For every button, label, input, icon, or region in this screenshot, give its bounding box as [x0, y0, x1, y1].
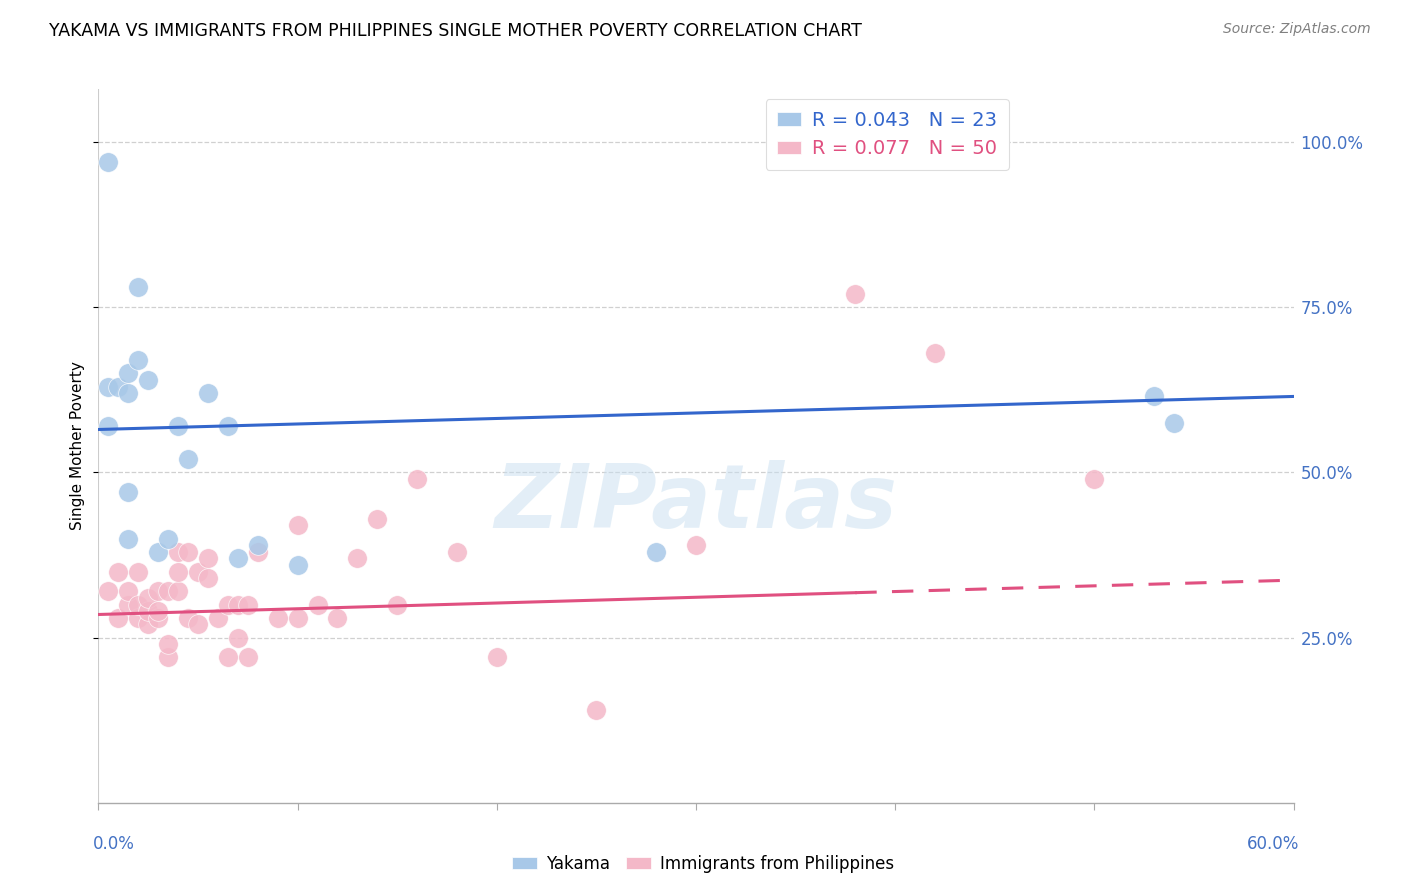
Point — [167, 545, 190, 559]
Point — [167, 565, 190, 579]
Point — [136, 617, 159, 632]
Point — [197, 551, 219, 566]
Point — [107, 565, 129, 579]
Legend: Yakama, Immigrants from Philippines: Yakama, Immigrants from Philippines — [506, 848, 900, 880]
Legend: R = 0.043   N = 23, R = 0.077   N = 50: R = 0.043 N = 23, R = 0.077 N = 50 — [766, 99, 1010, 170]
Point — [167, 584, 190, 599]
Point — [924, 346, 946, 360]
Point — [346, 551, 368, 566]
Point — [685, 538, 707, 552]
Text: YAKAMA VS IMMIGRANTS FROM PHILIPPINES SINGLE MOTHER POVERTY CORRELATION CHART: YAKAMA VS IMMIGRANTS FROM PHILIPPINES SI… — [49, 22, 862, 40]
Point — [107, 379, 129, 393]
Point — [844, 287, 866, 301]
Point — [236, 650, 259, 665]
Text: Source: ZipAtlas.com: Source: ZipAtlas.com — [1223, 22, 1371, 37]
Point — [197, 386, 219, 401]
Point — [366, 511, 388, 525]
Point — [148, 545, 170, 559]
Point — [136, 604, 159, 618]
Point — [645, 545, 668, 559]
Point — [485, 650, 508, 665]
Point — [326, 611, 349, 625]
Point — [127, 565, 149, 579]
Point — [107, 611, 129, 625]
Point — [97, 379, 120, 393]
Point — [136, 373, 159, 387]
Point — [117, 532, 139, 546]
Point — [177, 611, 200, 625]
Point — [167, 419, 190, 434]
Point — [177, 545, 200, 559]
Point — [236, 598, 259, 612]
Point — [97, 154, 120, 169]
Text: ZIPatlas: ZIPatlas — [495, 459, 897, 547]
Point — [177, 452, 200, 467]
Point — [117, 485, 139, 500]
Point — [117, 386, 139, 401]
Point — [127, 280, 149, 294]
Point — [148, 584, 170, 599]
Point — [187, 565, 209, 579]
Point — [157, 650, 180, 665]
Point — [136, 591, 159, 605]
Point — [117, 367, 139, 381]
Point — [157, 584, 180, 599]
Point — [267, 611, 290, 625]
Point — [385, 598, 409, 612]
Point — [197, 571, 219, 585]
Point — [148, 611, 170, 625]
Point — [97, 419, 120, 434]
Point — [287, 558, 309, 572]
Point — [585, 703, 607, 717]
Point — [1143, 389, 1166, 403]
Point — [226, 631, 249, 645]
Point — [1163, 416, 1185, 430]
Point — [148, 604, 170, 618]
Point — [217, 650, 239, 665]
Point — [127, 353, 149, 368]
Point — [187, 617, 209, 632]
Point — [157, 637, 180, 651]
Point — [246, 545, 269, 559]
Point — [307, 598, 329, 612]
Point — [287, 611, 309, 625]
Point — [246, 538, 269, 552]
Point — [287, 518, 309, 533]
Point — [117, 584, 139, 599]
Text: 0.0%: 0.0% — [93, 835, 135, 853]
Point — [127, 598, 149, 612]
Point — [127, 611, 149, 625]
Point — [446, 545, 468, 559]
Point — [97, 584, 120, 599]
Point — [226, 551, 249, 566]
Point — [406, 472, 429, 486]
Point — [157, 532, 180, 546]
Text: 60.0%: 60.0% — [1247, 835, 1299, 853]
Point — [226, 598, 249, 612]
Y-axis label: Single Mother Poverty: Single Mother Poverty — [70, 361, 86, 531]
Point — [207, 611, 229, 625]
Point — [117, 598, 139, 612]
Point — [217, 598, 239, 612]
Point — [1083, 472, 1105, 486]
Point — [217, 419, 239, 434]
